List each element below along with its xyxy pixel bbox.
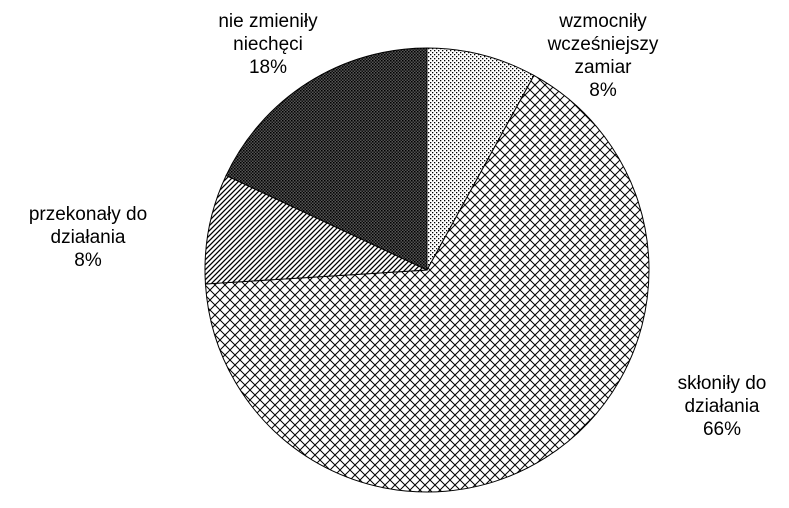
slice-label: skłoniły do działania 66% bbox=[657, 372, 787, 441]
value-label: 18% bbox=[248, 57, 288, 78]
value-label: 8% bbox=[74, 250, 102, 271]
pie-slice bbox=[426, 47, 535, 271]
slice-label: nie zmieniły niechęci 18% bbox=[201, 10, 336, 79]
slice-label: przekonały do działania 8% bbox=[6, 203, 171, 272]
category-label: nie zmieniły niechęci bbox=[218, 11, 318, 55]
category-label: skłoniły do działania bbox=[677, 373, 767, 417]
pie-slice bbox=[204, 74, 650, 493]
pie-slice bbox=[204, 174, 428, 285]
category-label: przekonały do działania bbox=[28, 204, 148, 248]
pie-slice bbox=[225, 47, 428, 271]
category-label: wzmocniły wcześniejszy zamiar bbox=[547, 11, 659, 78]
value-label: 8% bbox=[589, 80, 617, 101]
value-label: 66% bbox=[702, 419, 742, 440]
slice-label: wzmocniły wcześniejszy zamiar 8% bbox=[533, 10, 673, 102]
